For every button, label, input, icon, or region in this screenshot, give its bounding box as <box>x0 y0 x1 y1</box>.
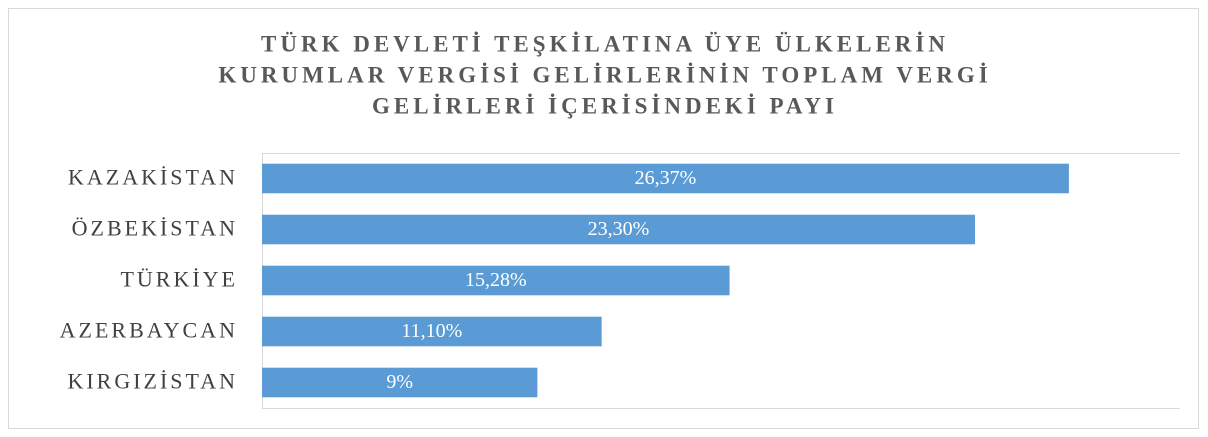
chart-title: KURUMLAR VERGİSİ GELİRLERİNİN TOPLAM VER… <box>218 62 991 87</box>
bar <box>262 214 975 245</box>
category-label: TÜRKİYE <box>120 267 238 292</box>
data-label: 26,37% <box>635 167 697 189</box>
category-label: AZERBAYCAN <box>60 318 238 343</box>
category-label: KIRGIZİSTAN <box>67 369 238 394</box>
data-label: 11,10% <box>401 320 462 342</box>
chart-title: TÜRK DEVLETİ TEŞKİLATINA ÜYE ÜLKELERİN <box>261 31 949 56</box>
bar <box>262 367 538 398</box>
data-label: 9% <box>386 371 413 393</box>
bar <box>262 316 602 347</box>
data-label: 23,30% <box>588 218 650 240</box>
category-label: ÖZBEKİSTAN <box>72 216 238 241</box>
data-label: 15,28% <box>465 269 527 291</box>
bar <box>262 163 1069 194</box>
chart-title: GELİRLERİ İÇERİSİNDEKİ PAYI <box>372 93 838 118</box>
bar <box>262 265 730 296</box>
category-label: KAZAKİSTAN <box>68 165 238 190</box>
